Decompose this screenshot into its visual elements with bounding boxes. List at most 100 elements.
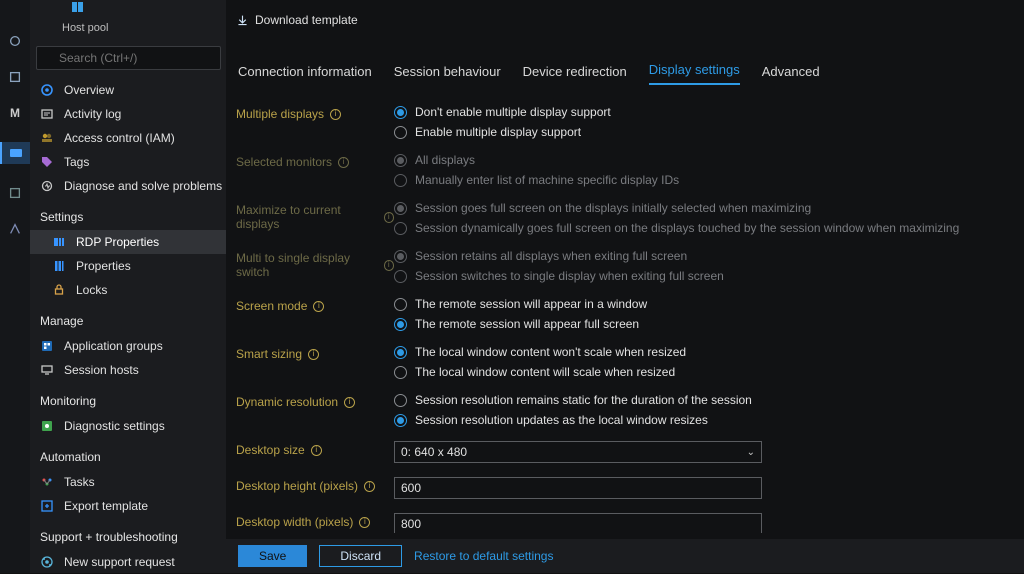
overview-icon <box>40 83 54 97</box>
option-text: The local window content will scale when… <box>415 365 675 379</box>
nav-tasks[interactable]: Tasks <box>30 470 226 494</box>
label-desktop-size: Desktop sizei <box>236 441 394 457</box>
info-icon[interactable]: i <box>359 517 370 528</box>
nav-support[interactable]: New support request <box>30 550 226 574</box>
option-text: Enable multiple display support <box>415 125 581 139</box>
radio-icon <box>394 318 407 331</box>
radio-icon <box>394 346 407 359</box>
option-screen-mode-1[interactable]: The remote session will appear full scre… <box>394 317 1014 331</box>
row-multiple-displays: Multiple displaysiDon't enable multiple … <box>236 105 1014 139</box>
nav-export[interactable]: Export template <box>30 494 226 518</box>
nav-locks[interactable]: Locks <box>30 278 226 302</box>
restore-defaults-link[interactable]: Restore to default settings <box>414 549 553 563</box>
download-template-button[interactable]: Download template <box>236 13 358 27</box>
nav-label: Application groups <box>64 339 163 353</box>
info-icon[interactable]: i <box>384 212 394 223</box>
tab-connection-information[interactable]: Connection information <box>238 64 372 85</box>
nav-label: Overview <box>64 83 114 97</box>
nav-label: Tasks <box>64 475 95 489</box>
radio-icon <box>394 250 407 263</box>
rail-icon-selected[interactable] <box>0 142 30 164</box>
option-screen-mode-0[interactable]: The remote session will appear in a wind… <box>394 297 1014 311</box>
discard-button[interactable]: Discard <box>319 545 402 567</box>
info-icon[interactable]: i <box>338 157 349 168</box>
row-multi-to-single: Multi to single display switchiSession r… <box>236 249 1014 283</box>
info-icon[interactable]: i <box>311 445 322 456</box>
rail-letter: M <box>10 106 20 120</box>
info-icon[interactable]: i <box>330 109 341 120</box>
info-icon[interactable]: i <box>364 481 375 492</box>
option-text: Session retains all displays when exitin… <box>415 249 687 263</box>
info-icon[interactable]: i <box>308 349 319 360</box>
info-icon[interactable]: i <box>313 301 324 312</box>
row-screen-mode: Screen modeiThe remote session will appe… <box>236 297 1014 331</box>
section-monitoring: Monitoring <box>30 382 226 414</box>
label-dynamic-resolution: Dynamic resolutioni <box>236 393 394 409</box>
radio-icon <box>394 270 407 283</box>
info-icon[interactable]: i <box>384 260 394 271</box>
rdp-icon <box>52 235 66 249</box>
rail-icon-a[interactable] <box>8 186 22 200</box>
option-text: Session resolution remains static for th… <box>415 393 752 407</box>
search-input[interactable] <box>36 46 221 70</box>
command-bar: Download template <box>236 0 1024 40</box>
nav-properties[interactable]: Properties <box>30 254 226 278</box>
nav-overview[interactable]: Overview <box>30 78 226 102</box>
nav-activity[interactable]: Activity log <box>30 102 226 126</box>
option-selected-monitors-1: Manually enter list of machine specific … <box>394 173 1014 187</box>
nav-label: RDP Properties <box>76 235 159 249</box>
info-icon[interactable]: i <box>344 397 355 408</box>
section-support: Support + troubleshooting <box>30 518 226 550</box>
option-dynamic-resolution-0[interactable]: Session resolution remains static for th… <box>394 393 1014 407</box>
support-icon <box>40 555 54 569</box>
option-smart-sizing-1[interactable]: The local window content will scale when… <box>394 365 1014 379</box>
dropdown-desktop-size[interactable]: 0: 640 x 480⌄ <box>394 441 762 463</box>
row-desktop-height: Desktop height (pixels)i600 <box>236 477 1014 499</box>
input-desktop-height[interactable]: 600 <box>394 477 762 499</box>
option-multi-to-single-1: Session switches to single display when … <box>394 269 1014 283</box>
nav-label: Activity log <box>64 107 121 121</box>
option-multiple-displays-0[interactable]: Don't enable multiple display support <box>394 105 1014 119</box>
radio-icon <box>394 394 407 407</box>
rail-icon-home[interactable] <box>8 70 22 84</box>
iam-icon <box>40 131 54 145</box>
appgroups-icon <box>40 339 54 353</box>
rail-icon-cloud[interactable] <box>8 34 22 48</box>
nav-appgroups[interactable]: Application groups <box>30 334 226 358</box>
nav-diagnose[interactable]: Diagnose and solve problems <box>30 174 226 198</box>
export-icon <box>40 499 54 513</box>
input-desktop-width[interactable]: 800 <box>394 513 762 533</box>
save-button[interactable]: Save <box>238 545 307 567</box>
option-multiple-displays-1[interactable]: Enable multiple display support <box>394 125 1014 139</box>
nav-diag[interactable]: Diagnostic settings <box>30 414 226 438</box>
row-maximize: Maximize to current displaysiSession goe… <box>236 201 1014 235</box>
nav-label: Locks <box>76 283 107 297</box>
radio-icon <box>394 298 407 311</box>
rail-icon-b[interactable] <box>8 222 22 236</box>
radio-icon <box>394 174 407 187</box>
label-selected-monitors: Selected monitorsi <box>236 153 394 169</box>
tab-device-redirection[interactable]: Device redirection <box>523 64 627 85</box>
nav-label: Access control (IAM) <box>64 131 175 145</box>
nav-sessionhosts[interactable]: Session hosts <box>30 358 226 382</box>
tab-session-behaviour[interactable]: Session behaviour <box>394 64 501 85</box>
tasks-icon <box>40 475 54 489</box>
host-pool-icon <box>70 0 88 16</box>
tab-advanced[interactable]: Advanced <box>762 64 820 85</box>
label-maximize: Maximize to current displaysi <box>236 201 394 231</box>
radio-icon <box>394 126 407 139</box>
radio-icon <box>394 222 407 235</box>
side-nav: Host pool « OverviewActivity logAccess c… <box>30 0 226 573</box>
nav-iam[interactable]: Access control (IAM) <box>30 126 226 150</box>
resource-type: Host pool <box>30 18 226 38</box>
diag-icon <box>40 419 54 433</box>
nav-rdp[interactable]: RDP Properties <box>30 230 226 254</box>
tab-display-settings[interactable]: Display settings <box>649 62 740 85</box>
nav-label: Tags <box>64 155 89 169</box>
option-dynamic-resolution-1[interactable]: Session resolution updates as the local … <box>394 413 1014 427</box>
radio-icon <box>394 414 407 427</box>
label-screen-mode: Screen modei <box>236 297 394 313</box>
section-settings: Settings <box>30 198 226 230</box>
option-smart-sizing-0[interactable]: The local window content won't scale whe… <box>394 345 1014 359</box>
nav-tags[interactable]: Tags <box>30 150 226 174</box>
